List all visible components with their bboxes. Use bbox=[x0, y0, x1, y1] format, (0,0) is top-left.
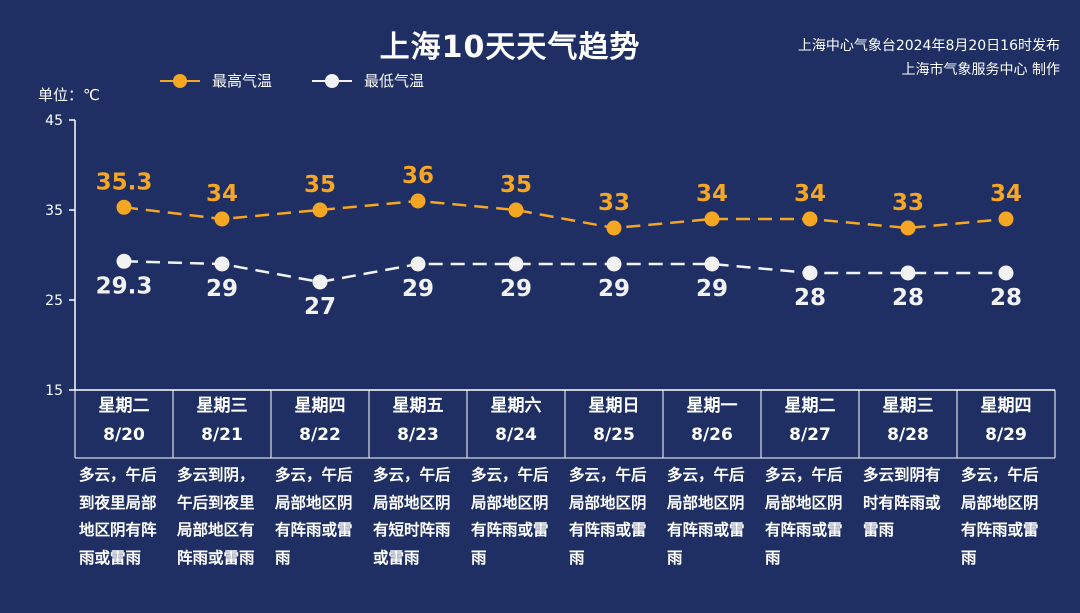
day-header: 星期二 8/20 bbox=[75, 392, 173, 450]
point-high bbox=[900, 220, 916, 236]
y-tick-label: 45 bbox=[45, 113, 63, 129]
data-label-low: 29 bbox=[598, 276, 630, 302]
date-label: 8/23 bbox=[397, 425, 439, 445]
data-label-low: 28 bbox=[794, 285, 826, 311]
weather-description: 多云，午后到夜里局部地区阴有阵雨或雷雨 bbox=[79, 466, 157, 567]
point-high bbox=[998, 211, 1014, 227]
date-label: 8/25 bbox=[593, 425, 635, 445]
data-label-low: 27 bbox=[304, 294, 336, 320]
point-high bbox=[312, 202, 328, 218]
data-label-high: 33 bbox=[892, 190, 924, 216]
weekday-label: 星期三 bbox=[882, 396, 934, 416]
day-header: 星期六 8/24 bbox=[467, 392, 565, 450]
source-line-issuer: 上海中心气象台2024年8月20日16时发布 bbox=[797, 38, 1060, 54]
weekday-label: 星期一 bbox=[686, 396, 738, 416]
date-label: 8/26 bbox=[691, 425, 733, 445]
weekday-label: 星期日 bbox=[588, 396, 640, 416]
data-label-high: 35 bbox=[500, 172, 532, 198]
legend: 最高气温 最低气温 bbox=[160, 70, 424, 91]
date-label: 8/20 bbox=[103, 425, 145, 445]
date-label: 8/27 bbox=[789, 425, 831, 445]
source-line-producer: 上海市气象服务中心 制作 bbox=[901, 62, 1060, 78]
legend-swatch-low bbox=[312, 73, 353, 89]
date-label: 8/24 bbox=[495, 425, 537, 445]
point-high bbox=[508, 202, 524, 218]
unit-label: 单位：℃ bbox=[38, 86, 100, 104]
data-label-high: 34 bbox=[206, 181, 238, 207]
y-tick-label: 35 bbox=[45, 203, 63, 219]
day-header: 星期四 8/22 bbox=[271, 392, 369, 450]
point-high bbox=[116, 199, 132, 215]
weather-description: 多云，午后局部地区阴有阵雨或雷雨 bbox=[765, 466, 843, 567]
data-label-high: 36 bbox=[402, 163, 434, 189]
point-high bbox=[606, 220, 622, 236]
weekday-label: 星期四 bbox=[980, 396, 1032, 416]
weather-description: 多云，午后局部地区阴有阵雨或雷雨 bbox=[569, 466, 647, 567]
date-label: 8/21 bbox=[201, 425, 243, 445]
legend-label-high: 最高气温 bbox=[212, 72, 273, 90]
point-low bbox=[312, 274, 328, 290]
point-low bbox=[508, 256, 524, 272]
legend-swatch-high bbox=[160, 73, 200, 89]
data-label-low: 28 bbox=[990, 285, 1022, 311]
legend-item-low: 最低气温 bbox=[312, 70, 424, 91]
date-label: 8/28 bbox=[887, 425, 929, 445]
date-label: 8/29 bbox=[985, 425, 1027, 445]
point-low bbox=[606, 256, 622, 272]
weekday-label: 星期二 bbox=[98, 396, 150, 416]
data-label-high: 35 bbox=[304, 172, 336, 198]
point-low bbox=[802, 265, 818, 281]
series-line-low bbox=[123, 260, 1006, 284]
weather-description: 多云到阴，午后到夜里局部地区有阵雨或雷雨 bbox=[177, 466, 255, 567]
weather-description: 多云，午后局部地区阴有阵雨或雷雨 bbox=[961, 466, 1039, 567]
series-line-high bbox=[123, 199, 1007, 230]
weekday-label: 星期二 bbox=[784, 396, 836, 416]
weather-description: 多云到阴有时有阵雨或雷雨 bbox=[863, 466, 941, 539]
weather-description: 多云，午后局部地区阴有阵雨或雷雨 bbox=[275, 466, 353, 567]
source-info: 上海中心气象台2024年8月20日16时发布 上海市气象服务中心 制作 bbox=[798, 34, 1060, 82]
day-header: 星期一 8/26 bbox=[663, 392, 761, 450]
day-header: 星期三 8/21 bbox=[173, 392, 271, 450]
weekday-label: 星期三 bbox=[196, 396, 248, 416]
weekday-label: 星期四 bbox=[294, 396, 346, 416]
legend-item-high: 最高气温 bbox=[160, 70, 272, 91]
point-high bbox=[410, 193, 426, 209]
point-low bbox=[998, 265, 1014, 281]
data-label-high: 33 bbox=[598, 190, 630, 216]
weather-description: 多云，午后局部地区阴有阵雨或雷雨 bbox=[667, 466, 745, 567]
point-high bbox=[214, 211, 230, 227]
point-high bbox=[704, 211, 720, 227]
day-header: 星期四 8/29 bbox=[957, 392, 1055, 450]
point-low bbox=[900, 265, 916, 281]
y-tick-label: 25 bbox=[45, 293, 63, 309]
chart-title: 上海10天天气趋势 bbox=[379, 30, 641, 65]
day-header: 星期日 8/25 bbox=[565, 392, 663, 450]
data-label-high: 34 bbox=[794, 181, 826, 207]
data-label-high: 34 bbox=[990, 181, 1022, 207]
date-label: 8/22 bbox=[299, 425, 341, 445]
data-label-low: 29 bbox=[500, 276, 532, 302]
point-low bbox=[704, 256, 720, 272]
point-low bbox=[214, 256, 230, 272]
point-low bbox=[116, 253, 132, 269]
weekday-label: 星期五 bbox=[392, 396, 444, 416]
weather-description: 多云，午后局部地区阴有短时阵雨或雷雨 bbox=[373, 466, 451, 567]
point-high bbox=[802, 211, 818, 227]
day-header: 星期五 8/23 bbox=[369, 392, 467, 450]
day-header: 星期二 8/27 bbox=[761, 392, 859, 450]
weekday-label: 星期六 bbox=[490, 396, 542, 416]
y-tick-label: 15 bbox=[45, 383, 63, 399]
weather-description: 多云，午后局部地区阴有阵雨或雷雨 bbox=[471, 466, 549, 567]
data-label-low: 29 bbox=[402, 276, 434, 302]
data-label-high: 34 bbox=[696, 181, 728, 207]
data-label-low: 29 bbox=[696, 276, 728, 302]
data-label-high: 35.3 bbox=[96, 169, 153, 195]
data-label-low: 29 bbox=[206, 276, 238, 302]
point-low bbox=[410, 256, 426, 272]
day-header: 星期三 8/28 bbox=[859, 392, 957, 450]
legend-label-low: 最低气温 bbox=[364, 72, 425, 90]
data-label-low: 28 bbox=[892, 285, 924, 311]
data-label-low: 29.3 bbox=[96, 273, 153, 299]
